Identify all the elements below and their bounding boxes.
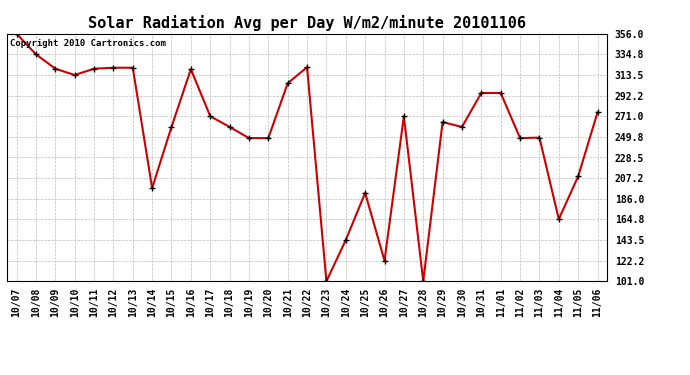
Title: Solar Radiation Avg per Day W/m2/minute 20101106: Solar Radiation Avg per Day W/m2/minute …	[88, 15, 526, 31]
Text: Copyright 2010 Cartronics.com: Copyright 2010 Cartronics.com	[10, 39, 166, 48]
